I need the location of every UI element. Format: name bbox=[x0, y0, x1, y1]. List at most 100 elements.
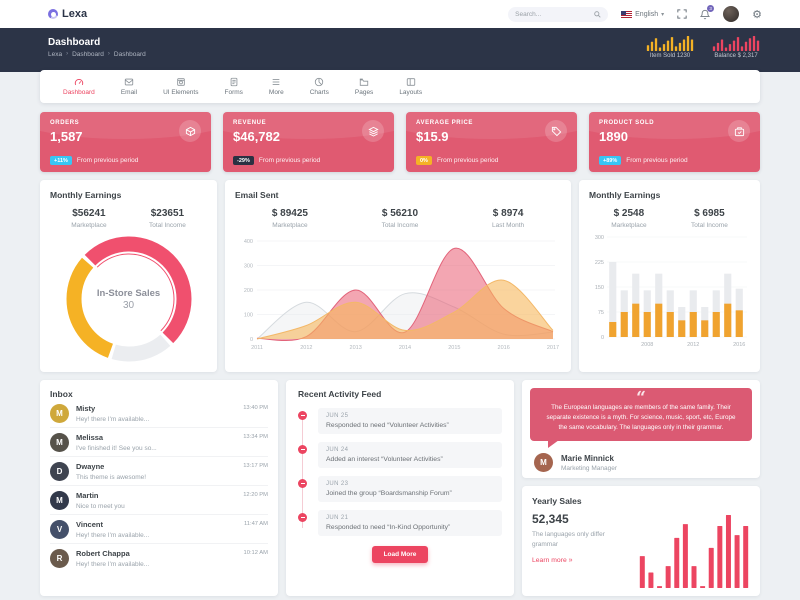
search-input[interactable]: Search... bbox=[508, 6, 609, 22]
svg-text:2012: 2012 bbox=[687, 342, 699, 348]
yearly-sales-subtitle: The languages only differ grammar bbox=[532, 531, 605, 548]
activity-item: JUN 25 Responded to need “Volunteer Acti… bbox=[298, 408, 502, 434]
page-header-left: Dashboard Lexa › Dashboard › Dashboard bbox=[48, 37, 146, 58]
menu-item-layouts[interactable]: Layouts bbox=[386, 77, 435, 96]
avatar: M bbox=[50, 491, 69, 510]
logo-icon bbox=[48, 9, 58, 19]
card-title: Recent Activity Feed bbox=[298, 389, 382, 399]
menu-item-forms[interactable]: Forms bbox=[211, 77, 255, 96]
card-stats: $ 2548 Marketplace $ 6985 Total Income bbox=[589, 208, 750, 229]
chevron-down-icon: ▾ bbox=[661, 11, 665, 18]
logo[interactable]: Lexa bbox=[48, 8, 87, 20]
language-selector[interactable]: English ▾ bbox=[621, 10, 665, 18]
svg-text:2013: 2013 bbox=[350, 345, 362, 351]
stat-total-income: $23651 Total Income bbox=[149, 208, 186, 229]
menu-item-more[interactable]: More bbox=[256, 77, 297, 96]
svg-text:100: 100 bbox=[244, 313, 253, 319]
sender-name: Misty bbox=[76, 404, 96, 413]
message-time: 13:40 PM bbox=[243, 405, 268, 411]
quote-author-info: Marie Minnick Marketing Manager bbox=[561, 454, 617, 472]
svg-text:400: 400 bbox=[244, 239, 253, 245]
inbox-message-body: Robert Chappa Hey! there I'm available..… bbox=[76, 549, 149, 568]
menu-label: Layouts bbox=[399, 89, 423, 96]
inbox-message[interactable]: D Dwayne This theme is awesome! 13:17 PM bbox=[50, 457, 268, 486]
user-avatar[interactable] bbox=[723, 6, 740, 22]
earnings-bar-chart: 0 75 150 225 300 2008 2012 2016 bbox=[589, 233, 749, 349]
timeline-dot-icon bbox=[298, 445, 307, 454]
inbox-message[interactable]: M Martin Nice to meet you 12:20 PM bbox=[50, 486, 268, 515]
stat-value: $ 2548 bbox=[613, 208, 645, 219]
stat-marketplace: $ 2548 Marketplace bbox=[611, 208, 646, 229]
activity-text: Responded to need “Volunteer Activities” bbox=[326, 422, 449, 429]
search-icon bbox=[594, 10, 601, 18]
yearly-sales-info: Yearly Sales 52,345 The languages only d… bbox=[532, 496, 620, 588]
menu-label: Dashboard bbox=[63, 89, 95, 96]
activity-box: JUN 24 Added an interest “Volunteer Acti… bbox=[318, 442, 502, 468]
inbox-message-body: Vincent Hey! there I'm available... bbox=[76, 520, 149, 539]
avatar: M bbox=[50, 404, 69, 423]
breadcrumb-separator: › bbox=[66, 51, 69, 57]
fullscreen-icon[interactable] bbox=[677, 9, 687, 19]
message-time: 11:47 AM bbox=[243, 521, 268, 527]
change-badge: 0% bbox=[416, 156, 432, 165]
message-preview: This theme is awesome! bbox=[76, 473, 147, 481]
load-more-button[interactable]: Load More bbox=[371, 546, 429, 563]
settings-gear-icon[interactable]: ⚙ bbox=[752, 7, 762, 21]
quote-bubble: “ The European languages are members of … bbox=[530, 388, 752, 449]
balance-widget: Balance $ 2,317 bbox=[712, 35, 760, 59]
stat-value: $ 6985 bbox=[694, 208, 725, 219]
menu-item-pages[interactable]: Pages bbox=[342, 77, 386, 96]
inbox-message[interactable]: V Vincent Hey! there I'm available... 11… bbox=[50, 515, 268, 544]
menu-label: Email bbox=[120, 89, 138, 96]
header-widgets: Item Sold 1230 Balance $ 2,317 bbox=[646, 35, 760, 59]
inbox-message[interactable]: M Melissa I've finished it! See you so..… bbox=[50, 428, 268, 457]
quote-card: “ The European languages are members of … bbox=[522, 380, 760, 478]
stat-note: From previous period bbox=[436, 157, 499, 164]
stat-value: $ 8974 bbox=[492, 208, 524, 219]
learn-more-link[interactable]: Learn more » bbox=[532, 557, 620, 564]
notification-badge: 3 bbox=[707, 4, 715, 12]
topbar: Lexa Search... English ▾ 3 ⚙ bbox=[0, 0, 800, 28]
product-sold-card: PRODUCT SOLD 1890 +89% From previous per… bbox=[589, 112, 760, 172]
activity-feed-card: Recent Activity Feed JUN 25 Responded to… bbox=[286, 380, 514, 596]
message-time: 12:20 PM bbox=[243, 492, 268, 498]
menu-item-charts[interactable]: Charts bbox=[297, 77, 342, 96]
inbox-message[interactable]: R Robert Chappa Hey! there I'm available… bbox=[50, 544, 268, 572]
menu-item-dashboard[interactable]: Dashboard bbox=[50, 77, 108, 96]
svg-text:2017: 2017 bbox=[547, 345, 559, 351]
page-header: Dashboard Lexa › Dashboard › Dashboard I… bbox=[0, 28, 800, 72]
author-role: Marketing Manager bbox=[561, 464, 617, 472]
revenue-card: REVENUE $46,782 -29% From previous perio… bbox=[223, 112, 394, 172]
timeline-dot-icon bbox=[298, 411, 307, 420]
yearly-sales-value: 52,345 bbox=[532, 512, 569, 526]
bottom-row: Inbox M Misty Hey! there I'm available..… bbox=[40, 380, 760, 596]
notifications-button[interactable]: 3 bbox=[700, 4, 715, 20]
menu-item-ui-elements[interactable]: UI Elements bbox=[150, 77, 211, 96]
card-title: Monthly Earnings bbox=[50, 190, 122, 200]
activity-box: JUN 23 Joined the group “Boardsmanship F… bbox=[318, 476, 502, 502]
inbox-message[interactable]: M Misty Hey! there I'm available... 13:4… bbox=[50, 399, 268, 428]
svg-text:2014: 2014 bbox=[399, 345, 411, 351]
stat-icon-circle bbox=[728, 120, 750, 142]
search-placeholder: Search... bbox=[515, 10, 542, 18]
pie-chart-icon bbox=[315, 77, 324, 87]
breadcrumb-item[interactable]: Dashboard bbox=[72, 50, 104, 58]
email-sent-area-chart: 0 100 200 300 400 2011 2012 2013 2014 2015 2016 201… bbox=[235, 235, 561, 351]
stat-last-month: $ 8974 Last Month bbox=[492, 208, 524, 229]
card-title: Inbox bbox=[50, 389, 73, 399]
menu-item-email[interactable]: Email bbox=[108, 77, 150, 96]
change-badge: +89% bbox=[599, 156, 622, 165]
inbox-message-body: Dwayne This theme is awesome! bbox=[76, 462, 146, 481]
activity-date: JUN 21 bbox=[326, 515, 349, 521]
menu-label: Charts bbox=[309, 89, 329, 96]
svg-text:2016: 2016 bbox=[733, 342, 745, 348]
card-stats: $ 89425 Marketplace $ 56210 Total Income… bbox=[235, 208, 561, 229]
quote-author: M Marie Minnick Marketing Manager bbox=[530, 453, 752, 473]
stat-note: From previous period bbox=[626, 157, 688, 164]
quote-text: The European languages are members of th… bbox=[546, 404, 736, 431]
breadcrumb-item[interactable]: Lexa bbox=[48, 50, 63, 58]
svg-text:2016: 2016 bbox=[498, 345, 510, 351]
sender-name: Robert Chappa bbox=[76, 549, 130, 558]
message-time: 13:17 PM bbox=[243, 463, 268, 469]
topbar-actions: Search... English ▾ 3 ⚙ bbox=[508, 4, 762, 22]
